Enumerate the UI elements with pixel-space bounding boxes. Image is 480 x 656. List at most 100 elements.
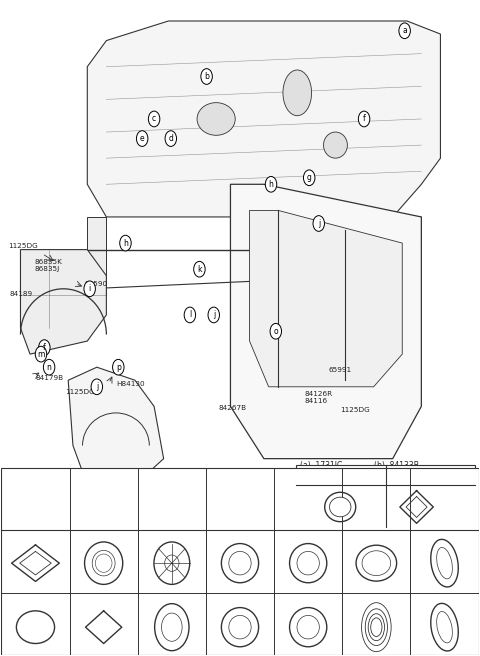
Text: (h) 84143: (h) 84143 — [345, 525, 377, 532]
Circle shape — [136, 131, 148, 146]
Text: f: f — [363, 114, 365, 123]
Text: o: o — [274, 327, 278, 336]
Ellipse shape — [437, 548, 452, 579]
Circle shape — [270, 323, 281, 339]
Text: 1125DG: 1125DG — [65, 389, 95, 395]
Text: p: p — [116, 363, 121, 372]
Text: h: h — [123, 239, 128, 247]
Ellipse shape — [154, 542, 190, 584]
Text: (m) 84142N: (m) 84142N — [208, 588, 248, 594]
Ellipse shape — [289, 544, 327, 583]
Ellipse shape — [16, 611, 55, 644]
Text: a: a — [402, 26, 407, 35]
Ellipse shape — [165, 555, 179, 571]
Text: (i) 1731JB: (i) 1731JB — [413, 525, 445, 532]
Circle shape — [165, 131, 177, 146]
Circle shape — [184, 307, 196, 323]
FancyBboxPatch shape — [296, 465, 475, 527]
Ellipse shape — [92, 550, 115, 576]
Text: g: g — [307, 173, 312, 182]
Polygon shape — [87, 217, 107, 295]
Ellipse shape — [371, 618, 382, 636]
Text: (a)  1731JC: (a) 1731JC — [300, 461, 342, 470]
Ellipse shape — [221, 544, 259, 583]
Text: d: d — [168, 134, 173, 143]
Text: j: j — [96, 382, 98, 391]
Circle shape — [148, 111, 160, 127]
Circle shape — [359, 111, 370, 127]
Text: (j) 85864: (j) 85864 — [4, 588, 34, 594]
Ellipse shape — [365, 609, 387, 646]
Text: k: k — [197, 265, 202, 274]
Circle shape — [194, 261, 205, 277]
Polygon shape — [87, 21, 441, 217]
Text: l: l — [189, 310, 191, 319]
FancyBboxPatch shape — [1, 468, 479, 592]
Text: j: j — [213, 310, 215, 319]
Text: 84267B: 84267B — [218, 405, 247, 411]
Ellipse shape — [431, 539, 458, 587]
Ellipse shape — [229, 615, 251, 639]
Circle shape — [265, 176, 277, 192]
Text: (c) 84133C: (c) 84133C — [4, 525, 40, 532]
Text: f: f — [43, 343, 46, 352]
Ellipse shape — [361, 603, 391, 651]
Polygon shape — [250, 211, 402, 387]
Polygon shape — [230, 184, 421, 459]
Ellipse shape — [197, 102, 235, 135]
Circle shape — [120, 236, 131, 251]
Ellipse shape — [368, 614, 384, 641]
Text: 65991: 65991 — [328, 367, 351, 373]
Ellipse shape — [324, 492, 356, 522]
Ellipse shape — [297, 615, 319, 639]
Text: (n) 84173S: (n) 84173S — [276, 588, 313, 594]
Text: b: b — [204, 72, 209, 81]
Ellipse shape — [221, 607, 259, 647]
Text: (k) 84185A: (k) 84185A — [72, 588, 109, 594]
Ellipse shape — [362, 551, 391, 575]
Text: (f) 1076AM: (f) 1076AM — [208, 525, 245, 532]
Ellipse shape — [297, 552, 319, 575]
Ellipse shape — [437, 611, 452, 643]
Text: 1125DG: 1125DG — [340, 407, 370, 413]
Circle shape — [113, 359, 124, 375]
Text: 1125DG: 1125DG — [9, 243, 38, 249]
Text: i: i — [88, 284, 91, 293]
Ellipse shape — [283, 70, 312, 115]
Circle shape — [201, 69, 212, 85]
Text: 86590: 86590 — [85, 281, 108, 287]
Ellipse shape — [96, 554, 112, 572]
Text: (l) 84136H: (l) 84136H — [140, 588, 175, 594]
Circle shape — [399, 23, 410, 39]
Circle shape — [38, 340, 50, 356]
Ellipse shape — [84, 542, 123, 584]
Polygon shape — [360, 217, 421, 276]
Text: (o) 84145F: (o) 84145F — [345, 588, 381, 594]
Ellipse shape — [431, 604, 458, 651]
Ellipse shape — [329, 497, 351, 517]
Text: 86835K
86835J: 86835K 86835J — [35, 259, 63, 272]
Circle shape — [208, 307, 219, 323]
Ellipse shape — [161, 613, 182, 642]
Text: (d) 84132B: (d) 84132B — [72, 525, 109, 532]
Text: m: m — [37, 350, 45, 359]
Ellipse shape — [289, 607, 327, 647]
Text: j: j — [318, 219, 320, 228]
Circle shape — [43, 359, 55, 375]
Circle shape — [91, 379, 103, 395]
Circle shape — [35, 346, 47, 362]
Ellipse shape — [356, 545, 396, 581]
Text: (e) 71107: (e) 71107 — [140, 525, 173, 532]
Circle shape — [84, 281, 96, 297]
Text: c: c — [152, 114, 156, 123]
Ellipse shape — [229, 552, 251, 575]
Circle shape — [280, 497, 291, 512]
Polygon shape — [21, 250, 107, 354]
Text: H84130: H84130 — [116, 380, 144, 386]
Polygon shape — [68, 367, 164, 485]
Text: (g) 1731JF: (g) 1731JF — [276, 525, 311, 532]
Text: (p) 1731JA: (p) 1731JA — [413, 588, 447, 594]
Circle shape — [303, 170, 315, 186]
Text: 84189: 84189 — [10, 291, 33, 297]
Text: 84126R
84116: 84126R 84116 — [304, 392, 333, 404]
